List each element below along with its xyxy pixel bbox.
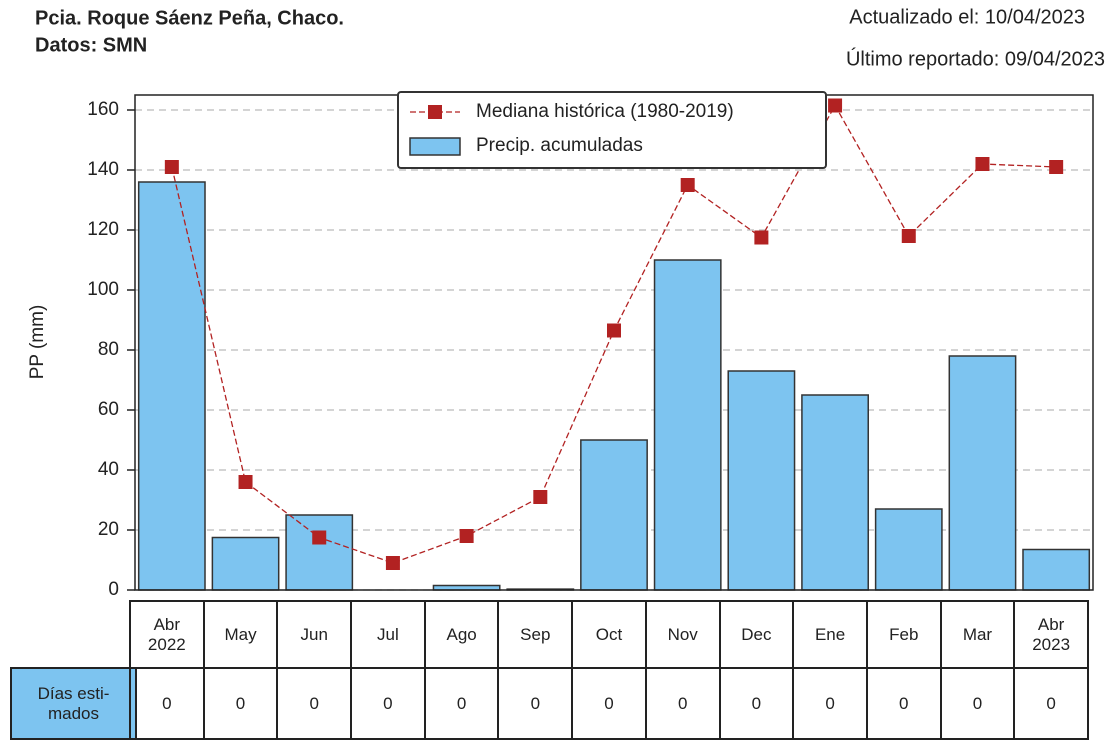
y-tick-label: 60	[98, 399, 119, 420]
table-value: 0	[202, 667, 279, 740]
bar	[801, 394, 869, 591]
legend-marker	[428, 105, 442, 119]
y-tick-label: 160	[87, 99, 119, 120]
y-tick-label: 100	[87, 279, 119, 300]
y-tick-label: 120	[87, 219, 119, 240]
chart-title: Pcia. Roque Sáenz Peña, Chaco.	[35, 7, 344, 29]
y-tick-label: 0	[108, 579, 119, 600]
point	[680, 178, 695, 192]
row-label: Días esti- mados	[10, 667, 137, 740]
point	[238, 475, 253, 489]
y-axis-label: PP (mm)	[27, 305, 48, 380]
table-value: 0	[792, 667, 868, 740]
y-tick-label: 20	[98, 519, 119, 540]
category-cell: Sep	[497, 600, 574, 669]
point	[164, 160, 179, 174]
category-cell: Jun	[276, 600, 353, 669]
category-cell: Ago	[423, 600, 500, 669]
chart: Pcia. Roque Sáenz Peña, Chaco. Datos: SM…	[27, 6, 1105, 600]
category-cell: Dec	[718, 600, 795, 669]
category-cell: Ene	[792, 600, 868, 669]
table-value: 0	[276, 667, 353, 740]
table-value: 0	[939, 667, 1016, 740]
table-value: 0	[1013, 667, 1089, 740]
bar	[727, 370, 796, 591]
legend-swatch	[409, 137, 461, 156]
bar	[948, 355, 1017, 591]
table-value: 0	[865, 667, 942, 740]
point	[901, 229, 916, 243]
updated: Actualizado el: 10/04/2023	[849, 6, 1085, 28]
category-cell: May	[202, 600, 279, 669]
table-value: 0	[497, 667, 574, 740]
bar	[1022, 548, 1091, 591]
category-cell: Abr 2023	[1013, 600, 1089, 669]
bar	[137, 181, 206, 591]
point	[607, 323, 621, 338]
category-cell: Feb	[865, 600, 942, 669]
last-reported: Último reportado: 09/04/2023	[846, 47, 1105, 70]
bar	[653, 259, 722, 591]
category-cell: Jul	[350, 600, 426, 669]
point	[828, 98, 843, 113]
point	[533, 490, 548, 504]
category-cell: Abr 2022	[129, 600, 205, 669]
table-value: 0	[644, 667, 721, 740]
bar	[285, 514, 354, 591]
y-tick-label: 80	[98, 339, 119, 360]
point	[459, 529, 474, 543]
category-cell: Mar	[939, 600, 1016, 669]
y-tick-label: 40	[98, 459, 119, 480]
category-cell: Oct	[571, 600, 647, 669]
bar	[874, 508, 943, 591]
table-value: 0	[718, 667, 795, 740]
point	[312, 530, 327, 545]
y-tick-label: 140	[87, 159, 119, 180]
table-value: 0	[129, 667, 205, 740]
table-value: 0	[571, 667, 647, 740]
legend-label: Precip. acumuladas	[476, 135, 643, 156]
bar	[580, 439, 648, 591]
table-value: 0	[350, 667, 426, 740]
point	[385, 556, 400, 570]
bar	[211, 536, 280, 591]
point	[1049, 160, 1064, 174]
legend-box	[397, 91, 827, 169]
category-cell: Nov	[644, 600, 721, 669]
point	[754, 230, 769, 245]
legend-label: Mediana histórica (1980-2019)	[476, 101, 734, 122]
chart-subtitle: Datos: SMN	[35, 34, 147, 56]
table-value: 0	[423, 667, 500, 740]
point	[975, 157, 990, 171]
